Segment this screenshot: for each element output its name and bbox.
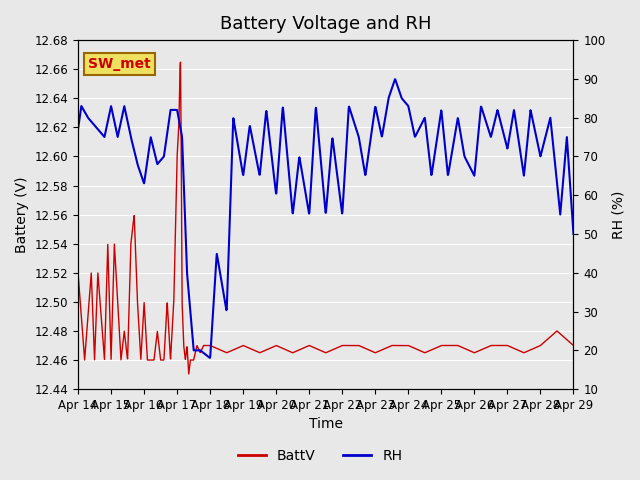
RH xyxy=(304,203,312,209)
BattV xyxy=(295,347,303,353)
Legend: BattV, RH: BattV, RH xyxy=(232,443,408,468)
Y-axis label: Battery (V): Battery (V) xyxy=(15,176,29,253)
BattV xyxy=(113,276,120,282)
RH xyxy=(285,166,292,172)
RH xyxy=(356,143,364,149)
BattV xyxy=(185,371,193,377)
RH xyxy=(113,128,120,134)
BattV xyxy=(356,343,364,349)
RH xyxy=(206,355,214,361)
RH xyxy=(391,76,399,82)
Text: SW_met: SW_met xyxy=(88,57,150,71)
Title: Battery Voltage and RH: Battery Voltage and RH xyxy=(220,15,431,33)
BattV xyxy=(285,348,292,354)
BattV xyxy=(132,274,140,280)
Line: RH: RH xyxy=(78,79,573,358)
RH xyxy=(74,126,82,132)
RH xyxy=(570,231,577,237)
X-axis label: Time: Time xyxy=(308,418,343,432)
BattV xyxy=(570,343,577,348)
BattV xyxy=(74,270,82,276)
Y-axis label: RH (%): RH (%) xyxy=(611,191,625,239)
BattV xyxy=(177,60,184,65)
RH xyxy=(132,157,140,163)
Line: BattV: BattV xyxy=(78,62,573,374)
BattV xyxy=(304,343,312,349)
RH xyxy=(295,158,303,164)
